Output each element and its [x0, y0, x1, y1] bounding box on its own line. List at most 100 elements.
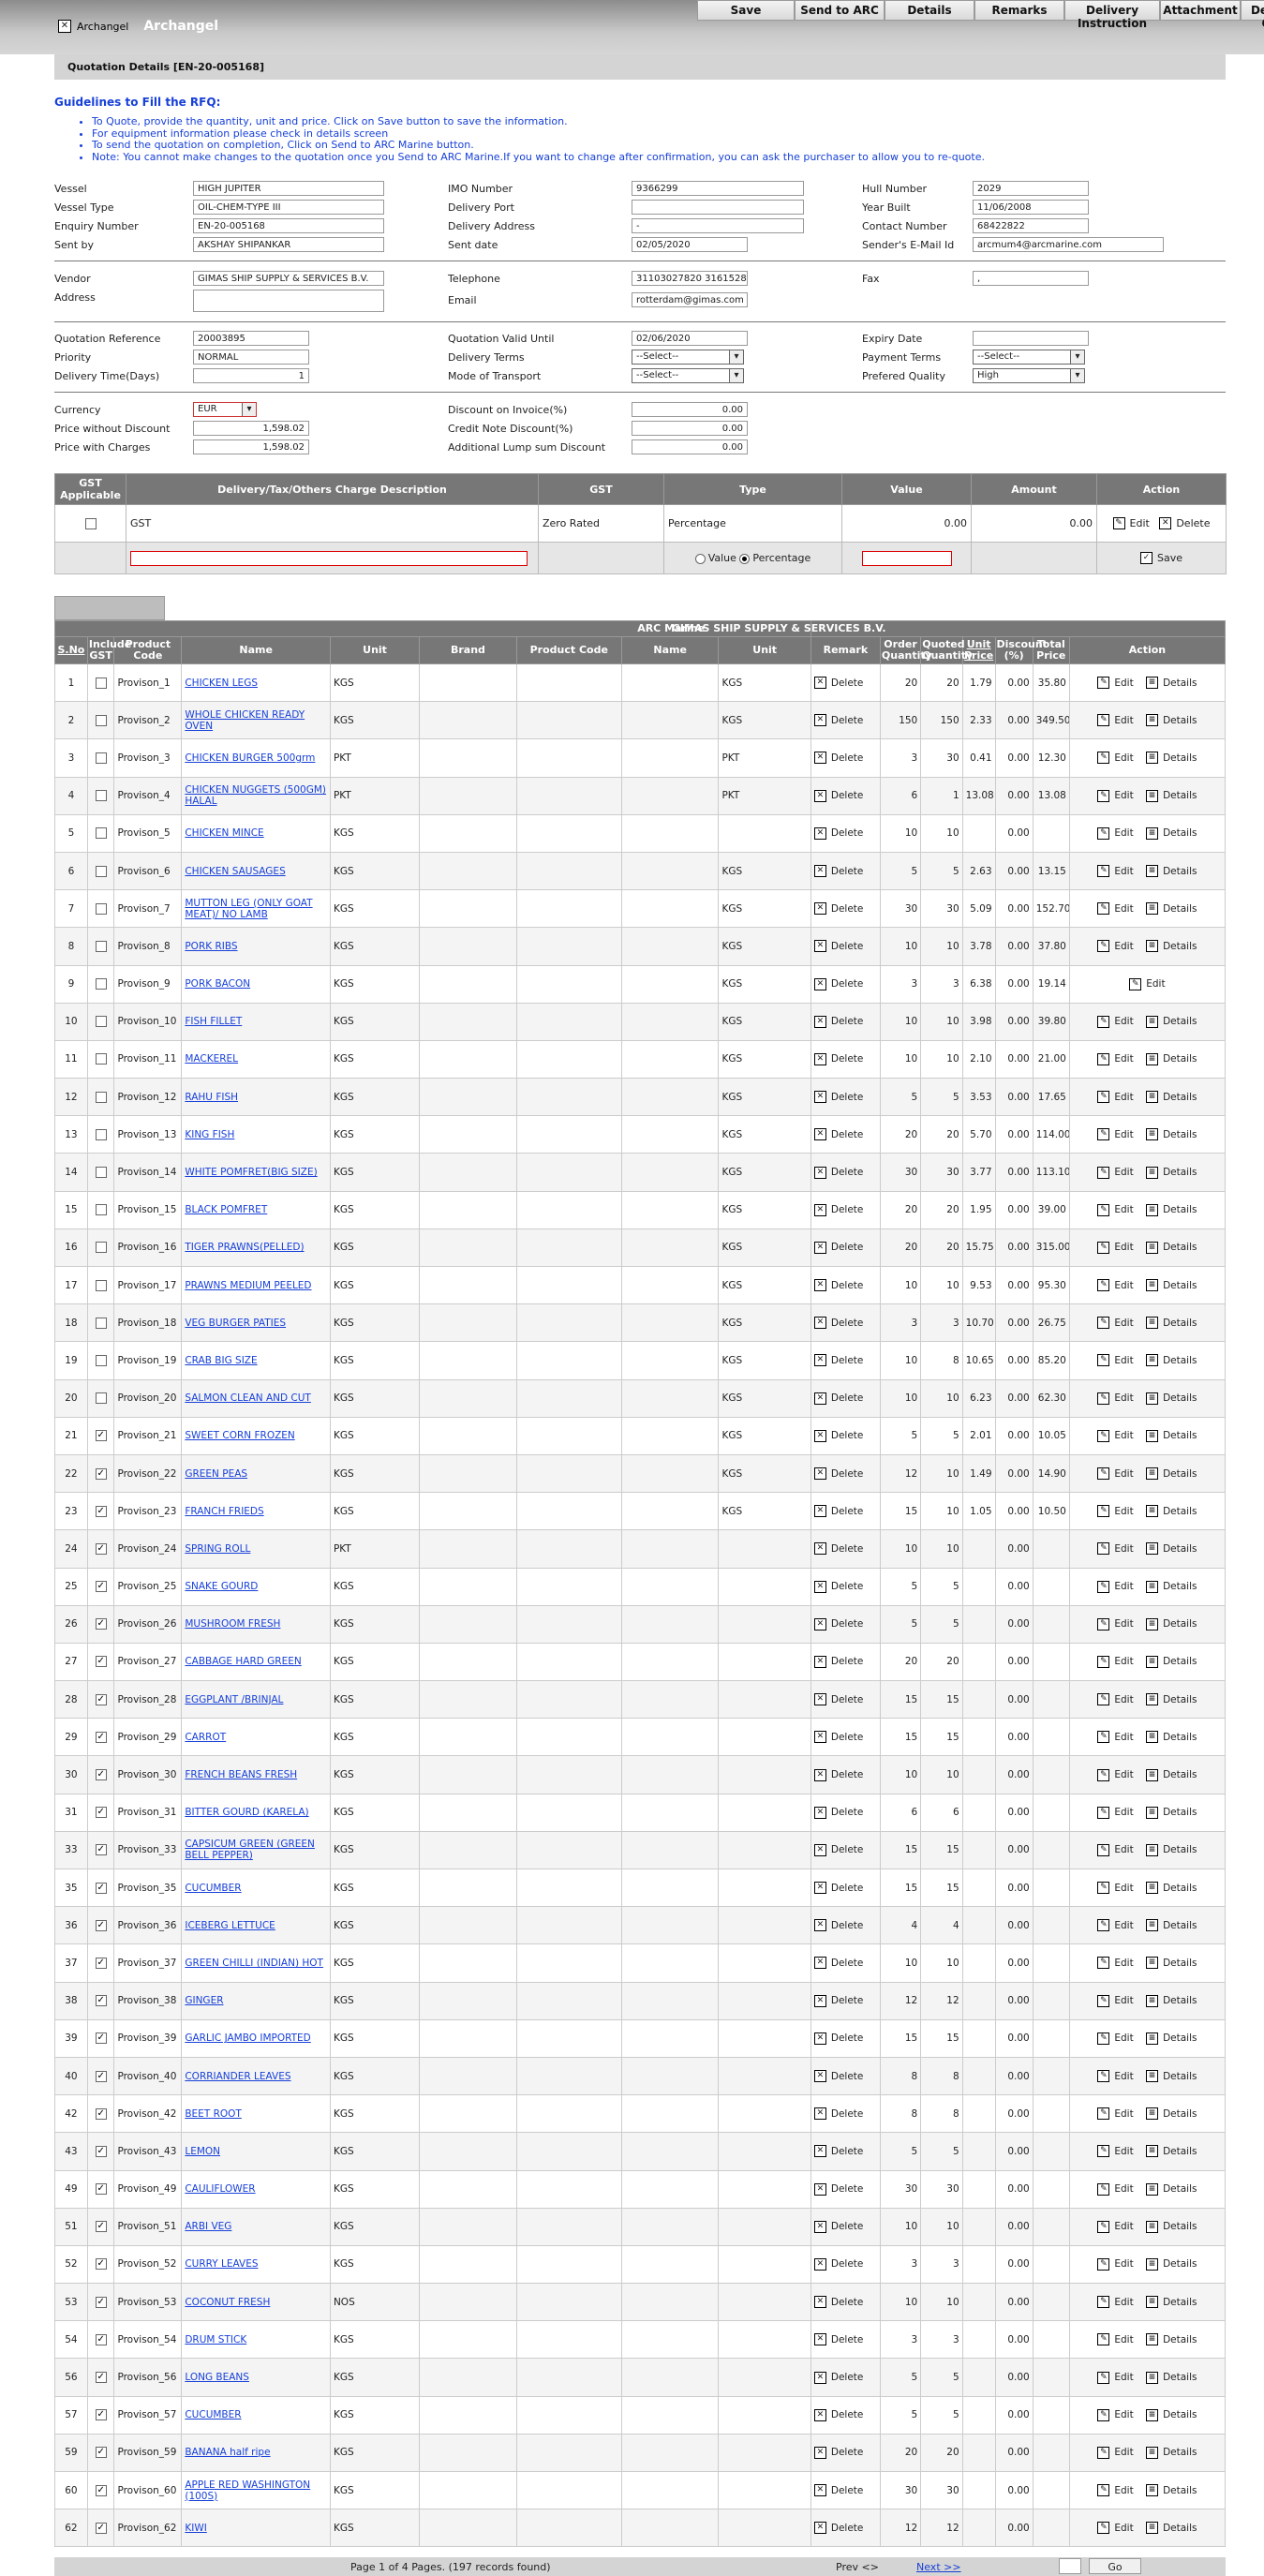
brand-cell[interactable]: [419, 2395, 517, 2435]
item-name-link[interactable]: LONG BEANS: [185, 2372, 249, 2384]
edit-item-button[interactable]: ✎ Edit: [1129, 977, 1166, 990]
vendor-name-cell[interactable]: [620, 2244, 720, 2285]
delete-remark-button[interactable]: ✕ Delete: [813, 2182, 863, 2196]
details-button[interactable]: ≡ Details: [1146, 940, 1197, 953]
vendor-name-cell[interactable]: [620, 1002, 720, 1041]
brand-cell[interactable]: [419, 1981, 517, 2020]
delete-remark-button[interactable]: ✕ Delete: [813, 2220, 863, 2233]
vendor-name-cell[interactable]: [620, 1981, 720, 2020]
include-gst-checkbox[interactable]: ✓: [95, 1957, 107, 1969]
vendor-name-cell[interactable]: [620, 1793, 720, 1832]
vendor-name-cell[interactable]: [620, 1115, 720, 1154]
vendor-name-cell[interactable]: [620, 1906, 720, 1945]
include-gst-checkbox[interactable]: [95, 1053, 107, 1065]
include-gst-checkbox[interactable]: [95, 1392, 107, 1405]
item-name-link[interactable]: GREEN CHILLI (INDIAN) HOT: [185, 1957, 323, 1969]
delete-remark-button[interactable]: ✕ Delete: [813, 1505, 863, 1518]
prev-page-link[interactable]: Prev <>: [836, 2561, 879, 2573]
include-gst-checkbox[interactable]: [95, 752, 107, 764]
vendor-name-cell[interactable]: [620, 889, 720, 929]
include-gst-checkbox[interactable]: ✓: [95, 1882, 107, 1894]
delete-remark-button[interactable]: ✕ Delete: [813, 1392, 863, 1405]
include-gst-checkbox[interactable]: [95, 978, 107, 990]
item-name-link[interactable]: ICEBERG LETTUCE: [185, 1919, 275, 1931]
details-button[interactable]: ≡ Details: [1146, 1882, 1197, 1895]
details-button[interactable]: ≡ Details: [1146, 2371, 1197, 2384]
vendor-field[interactable]: GIMAS SHIP SUPPLY & SERVICES B.V.: [193, 271, 384, 286]
item-name-link[interactable]: FISH FILLET: [185, 1016, 243, 1028]
payment-terms-select[interactable]: --Select--: [973, 350, 1085, 365]
edit-item-button[interactable]: ✎ Edit: [1097, 752, 1134, 765]
vessel-field[interactable]: HIGH JUPITER: [193, 181, 384, 196]
vendor-product-code-cell[interactable]: [515, 738, 622, 778]
details-button[interactable]: ≡ Details: [1146, 1052, 1197, 1065]
details-button[interactable]: ≡ Details: [1146, 1994, 1197, 2007]
vendor-product-code-cell[interactable]: [515, 1868, 622, 1908]
edit-item-button[interactable]: ✎ Edit: [1097, 2371, 1134, 2384]
details-button[interactable]: ≡ Details: [1146, 2484, 1197, 2497]
brand-cell[interactable]: [419, 2283, 517, 2322]
vendor-product-code-cell[interactable]: [515, 1680, 622, 1720]
brand-cell[interactable]: [419, 1943, 517, 1983]
edit-charge-button[interactable]: ✎ Edit: [1112, 517, 1150, 530]
details-button[interactable]: ≡ Details: [1146, 2032, 1197, 2045]
sent-by-field[interactable]: AKSHAY SHIPANKAR: [193, 237, 384, 252]
include-gst-checkbox[interactable]: ✓: [95, 1430, 107, 1442]
item-name-link[interactable]: SNAKE GOURD: [185, 1581, 259, 1593]
vendor-name-cell[interactable]: [620, 1830, 720, 1870]
vendor-product-code-cell[interactable]: [515, 813, 622, 853]
brand-cell[interactable]: [419, 2132, 517, 2171]
vendor-product-code-cell[interactable]: [515, 1793, 622, 1832]
delete-remark-button[interactable]: ✕ Delete: [813, 1768, 863, 1781]
brand-cell[interactable]: [419, 2094, 517, 2134]
vendor-product-code-cell[interactable]: [515, 2320, 622, 2360]
brand-cell[interactable]: [419, 1755, 517, 1794]
invoice-discount-field[interactable]: 0.00: [632, 402, 748, 417]
include-gst-checkbox[interactable]: ✓: [95, 2145, 107, 2157]
credit-note-field[interactable]: 0.00: [632, 421, 748, 436]
vendor-name-cell[interactable]: [620, 2433, 720, 2473]
details-button[interactable]: ≡ Details: [1146, 1241, 1197, 1254]
vendor-name-cell[interactable]: [620, 2207, 720, 2246]
brand-cell[interactable]: [419, 1830, 517, 1870]
include-gst-checkbox[interactable]: ✓: [95, 1656, 107, 1668]
delete-remark-button[interactable]: ✕ Delete: [813, 1015, 863, 1028]
item-name-link[interactable]: LEMON: [185, 2145, 221, 2157]
details-button[interactable]: ≡ Details: [1146, 1693, 1197, 1706]
delete-remark-button[interactable]: ✕ Delete: [813, 1203, 863, 1216]
include-gst-checkbox[interactable]: ✓: [95, 1505, 107, 1517]
item-name-link[interactable]: FRANCH FRIEDS: [185, 1505, 264, 1517]
enquiry-number-field[interactable]: EN-20-005168: [193, 218, 384, 233]
edit-item-button[interactable]: ✎ Edit: [1097, 1429, 1134, 1442]
item-name-link[interactable]: DRUM STICK: [185, 2333, 247, 2345]
toolbar-button-remarks[interactable]: Remarks: [974, 0, 1064, 21]
contact-number-field[interactable]: 68422822: [973, 218, 1089, 233]
brand-cell[interactable]: [419, 1793, 517, 1832]
toolbar-button-details[interactable]: Details: [885, 0, 974, 21]
vendor-product-code-cell[interactable]: [515, 1378, 622, 1418]
vendor-name-cell[interactable]: [620, 2132, 720, 2171]
edit-item-button[interactable]: ✎ Edit: [1097, 2446, 1134, 2459]
item-name-link[interactable]: PORK RIBS: [185, 940, 238, 952]
edit-item-button[interactable]: ✎ Edit: [1097, 1279, 1134, 1292]
item-name-link[interactable]: EGGPLANT /BRINJAL: [185, 1693, 284, 1705]
edit-item-button[interactable]: ✎ Edit: [1097, 1580, 1134, 1593]
vendor-name-cell[interactable]: [620, 2470, 720, 2510]
vessel-type-field[interactable]: OIL-CHEM-TYPE III: [193, 200, 384, 215]
vendor-product-code-cell[interactable]: [515, 1039, 622, 1080]
vendor-name-cell[interactable]: [620, 1039, 720, 1080]
item-name-link[interactable]: CHICKEN SAUSAGES: [185, 865, 286, 877]
include-gst-checkbox[interactable]: ✓: [95, 1618, 107, 1630]
edit-item-button[interactable]: ✎ Edit: [1097, 2484, 1134, 2497]
delete-remark-button[interactable]: ✕ Delete: [813, 1354, 863, 1367]
delete-remark-button[interactable]: ✕ Delete: [813, 940, 863, 953]
vendor-product-code-cell[interactable]: [515, 701, 622, 740]
brand-cell[interactable]: [419, 1680, 517, 1720]
vendor-product-code-cell[interactable]: [515, 2470, 622, 2510]
delete-remark-button[interactable]: ✕ Delete: [813, 1542, 863, 1556]
brand-cell[interactable]: [419, 1378, 517, 1418]
brand-cell[interactable]: [419, 1153, 517, 1192]
edit-item-button[interactable]: ✎ Edit: [1097, 1091, 1134, 1104]
vendor-product-code-cell[interactable]: [515, 2433, 622, 2473]
delete-remark-button[interactable]: ✕ Delete: [813, 2257, 863, 2271]
